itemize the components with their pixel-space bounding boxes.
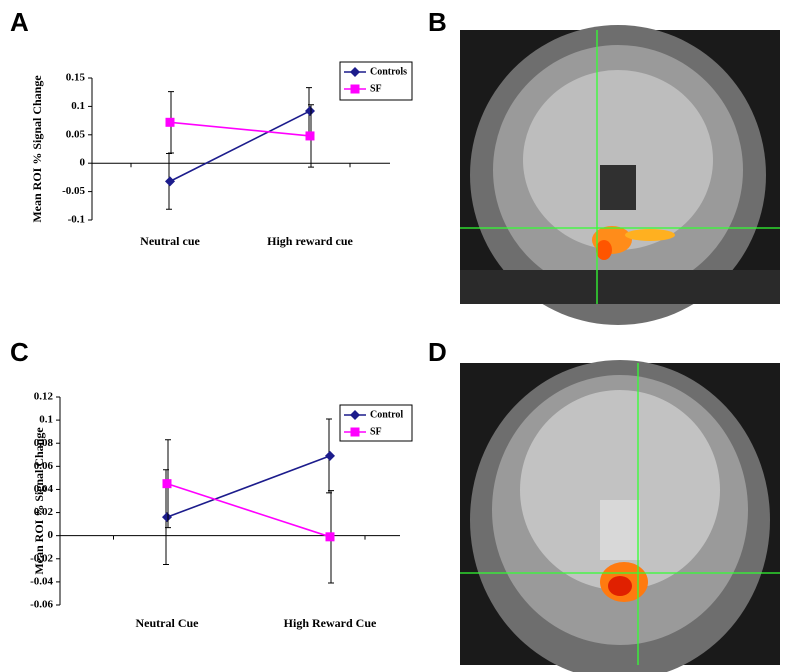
legend-marker	[350, 410, 360, 420]
legend-label: SF	[370, 426, 382, 437]
line	[169, 121, 311, 137]
y-tick-label: 0.1	[71, 100, 85, 112]
legend-box	[339, 61, 413, 101]
x-tick-label: High Reward Cue	[284, 616, 377, 630]
y-tick-label: -0.04	[30, 575, 53, 587]
data-point	[165, 117, 175, 127]
legend-label: Controls	[370, 66, 407, 77]
line	[169, 110, 311, 183]
legend-label: SF	[370, 83, 382, 94]
y-tick-label: 0.02	[34, 506, 54, 518]
x-tick-label: High reward cue	[267, 234, 353, 248]
y-tick-label: -0.06	[30, 599, 53, 611]
y-tick-label: 0.12	[34, 391, 54, 403]
x-tick-label: Neutral cue	[140, 234, 200, 248]
data-point	[162, 479, 172, 489]
y-tick-label: -0.05	[62, 185, 85, 197]
y-tick-label: 0.15	[66, 72, 86, 84]
y-tick-label: 0	[80, 157, 86, 169]
data-point	[325, 450, 335, 461]
data-point	[165, 176, 175, 187]
legend-marker	[350, 427, 360, 437]
panel-label: D	[428, 337, 447, 367]
y-axis-label: Mean ROI % Signal Change	[32, 427, 46, 575]
legend-marker	[350, 84, 360, 94]
y-tick-label: 0.08	[34, 437, 54, 449]
panel-label: A	[10, 7, 29, 37]
data-point	[325, 532, 335, 542]
panel-label: C	[10, 337, 29, 367]
legend-label: Control	[370, 409, 403, 420]
y-tick-label: 0.04	[34, 483, 54, 495]
y-tick-label: -0.1	[68, 214, 85, 226]
y-tick-label: 0.05	[66, 128, 86, 140]
line	[166, 482, 331, 538]
line	[166, 455, 331, 518]
y-tick-label: 0	[48, 529, 54, 541]
x-tick-label: Neutral Cue	[136, 616, 200, 630]
mri-image	[460, 360, 780, 672]
y-tick-label: -0.02	[30, 552, 53, 564]
legend-marker	[350, 67, 360, 77]
y-tick-label: 0.1	[39, 414, 53, 426]
mri-image	[460, 25, 780, 325]
y-tick-label: 0.06	[34, 460, 54, 472]
data-point	[305, 131, 315, 141]
y-axis-label: Mean ROI % Signal Change	[30, 75, 44, 223]
panel-label: B	[428, 7, 447, 37]
data-point	[162, 512, 172, 523]
data-point	[305, 105, 315, 116]
